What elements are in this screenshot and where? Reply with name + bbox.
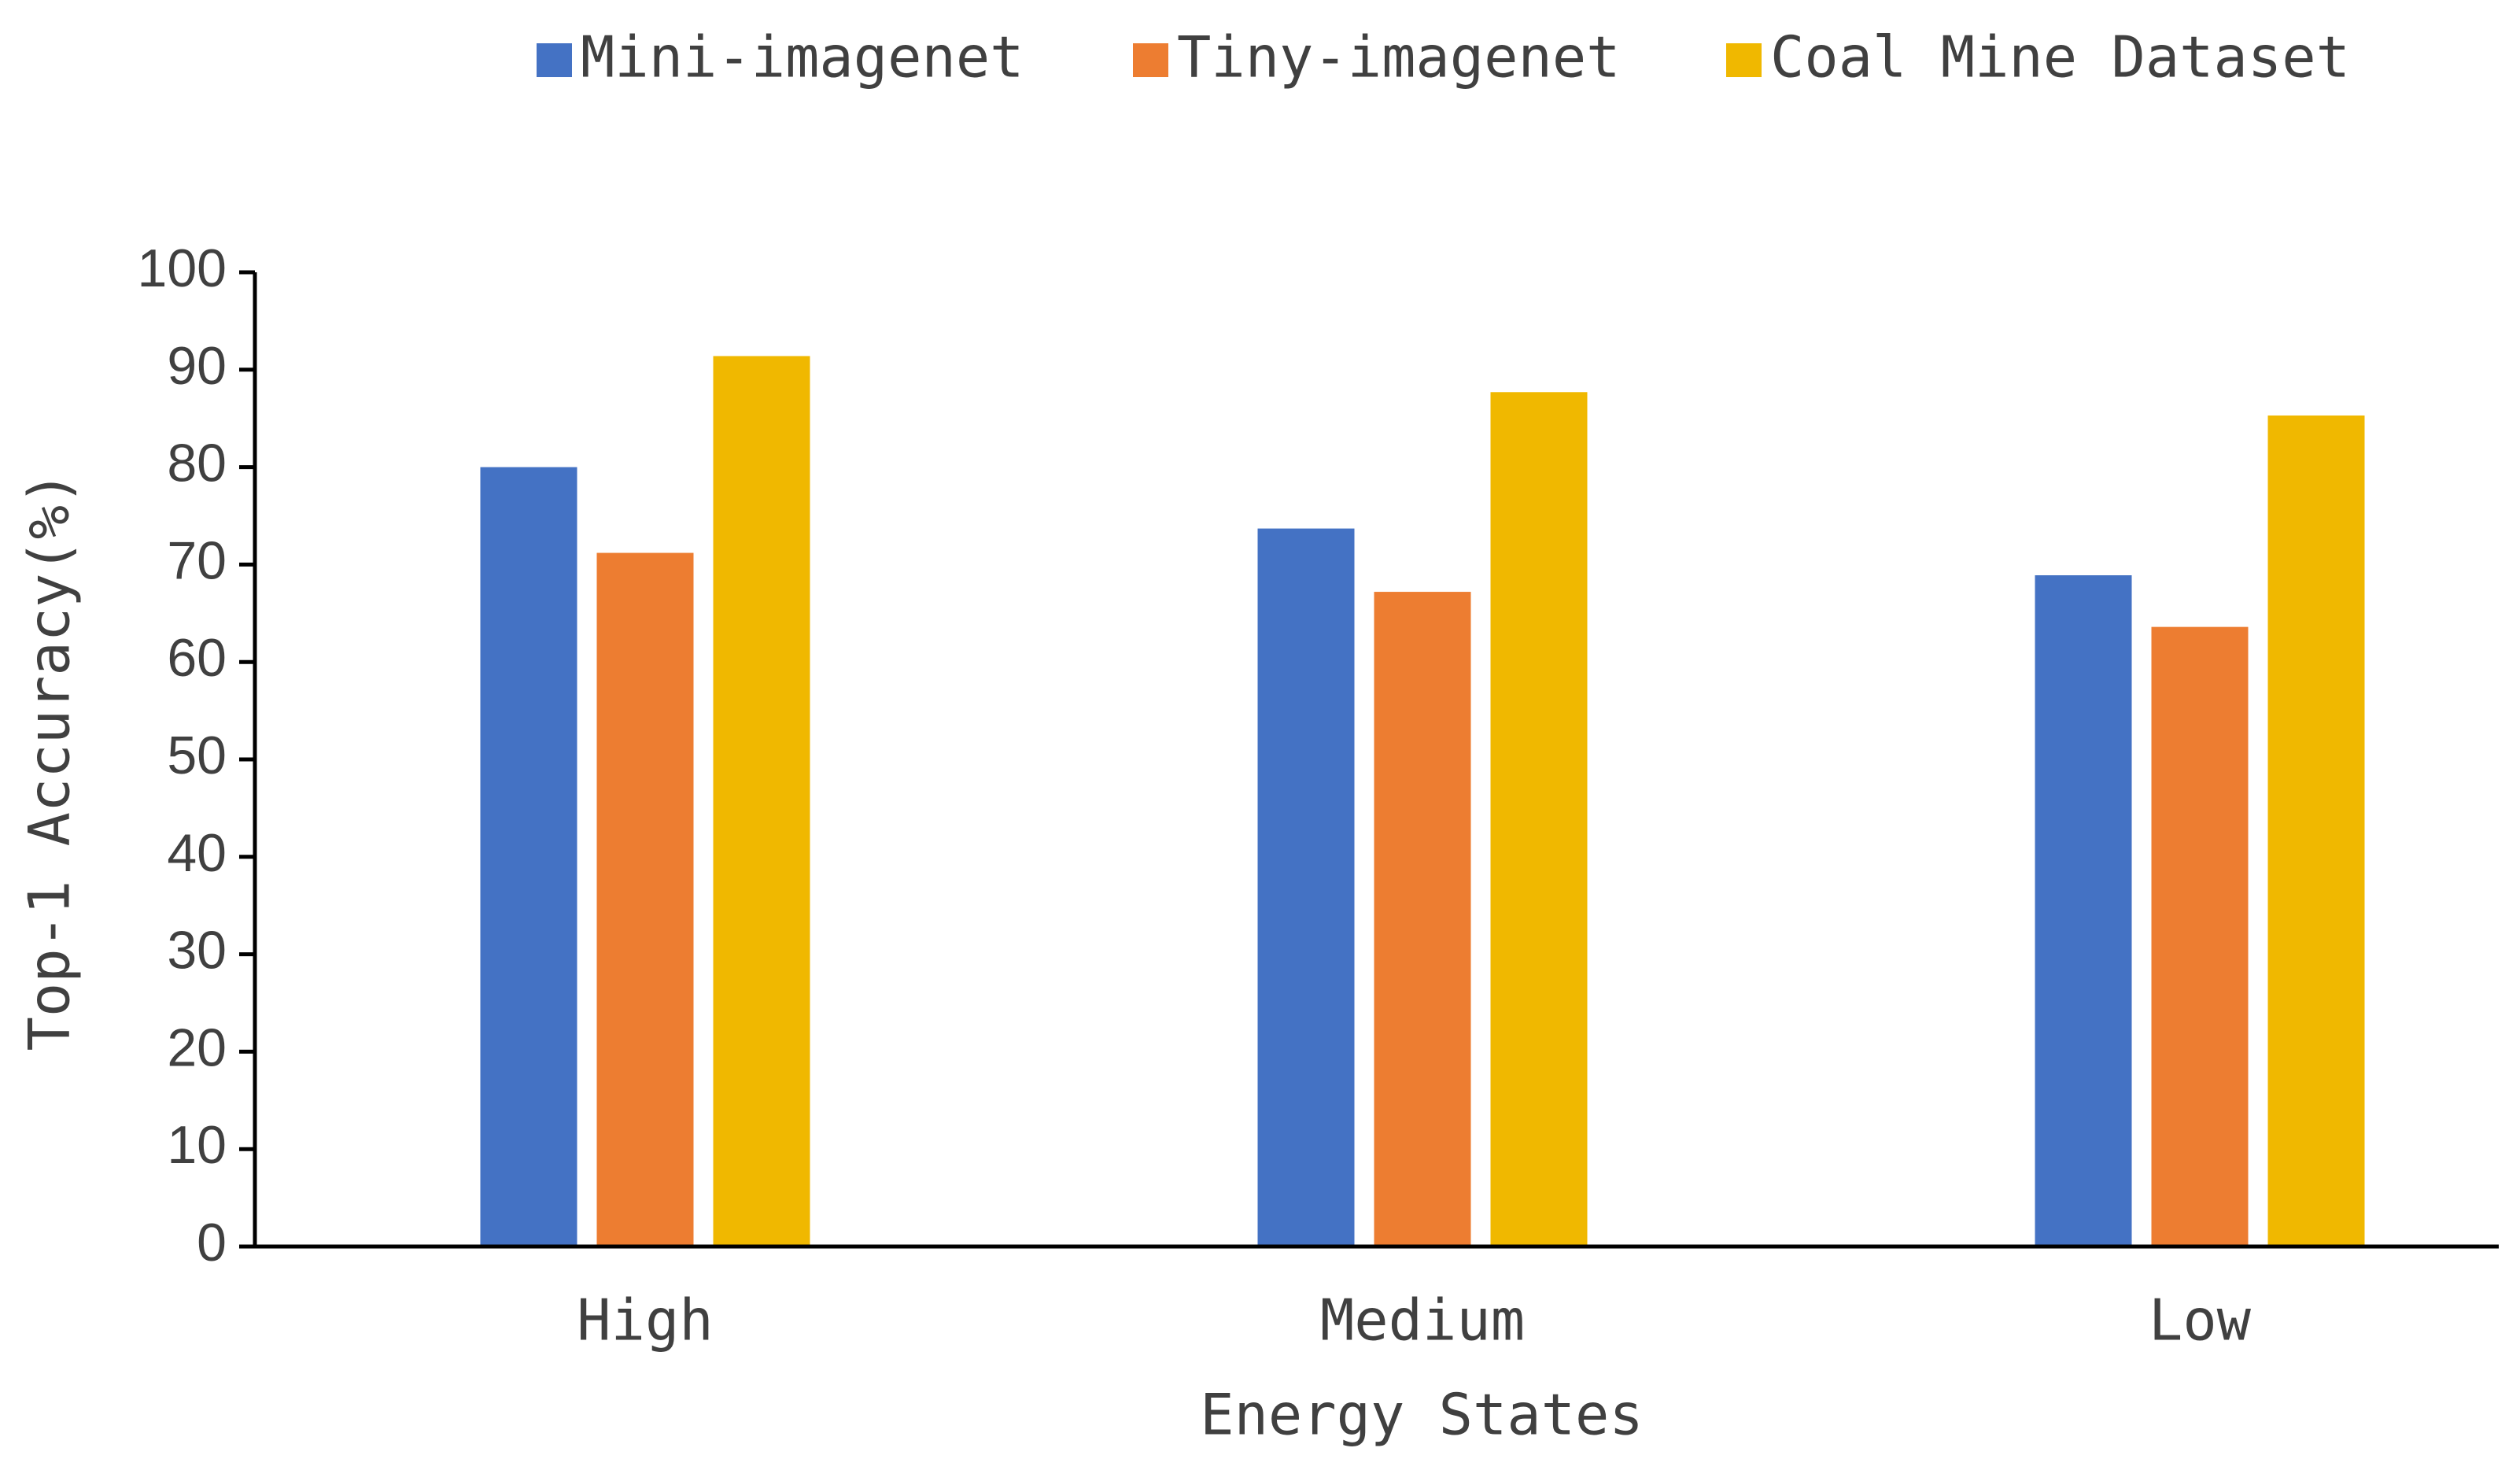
x-tick-label: Medium [1320, 1287, 1525, 1354]
legend-label: Mini-imagenet [581, 24, 1024, 90]
y-tick-label: 50 [167, 726, 227, 785]
y-tick-label: 10 [167, 1115, 227, 1175]
legend-label: Tiny-imagenet [1177, 24, 1621, 90]
bar [2035, 575, 2132, 1247]
bar [713, 356, 810, 1247]
bar [1490, 392, 1588, 1247]
bar [2267, 415, 2365, 1247]
x-axis-title: Energy States [1200, 1382, 1644, 1448]
x-tick-label: Low [2149, 1287, 2252, 1354]
y-tick-label: 70 [167, 530, 227, 590]
y-tick-label: 90 [167, 336, 227, 396]
bar [480, 467, 577, 1247]
y-tick-label: 60 [167, 628, 227, 688]
y-axis-title: Top-1 Accuracy(%) [17, 471, 83, 1051]
bar [596, 552, 694, 1247]
x-tick-label: High [577, 1287, 713, 1354]
y-tick-label: 80 [167, 434, 227, 493]
bar [1257, 528, 1355, 1247]
y-tick-label: 100 [138, 238, 227, 298]
legend-swatch [1726, 43, 1762, 77]
y-tick-label: 0 [197, 1213, 227, 1272]
bar [1374, 592, 1471, 1247]
y-tick-label: 40 [167, 823, 227, 883]
legend-swatch [1133, 43, 1168, 77]
legend-label: Coal Mine Dataset [1770, 24, 2350, 90]
y-tick-label: 20 [167, 1018, 227, 1077]
y-tick-label: 30 [167, 921, 227, 981]
bar [2151, 626, 2249, 1247]
legend-swatch [537, 43, 572, 77]
